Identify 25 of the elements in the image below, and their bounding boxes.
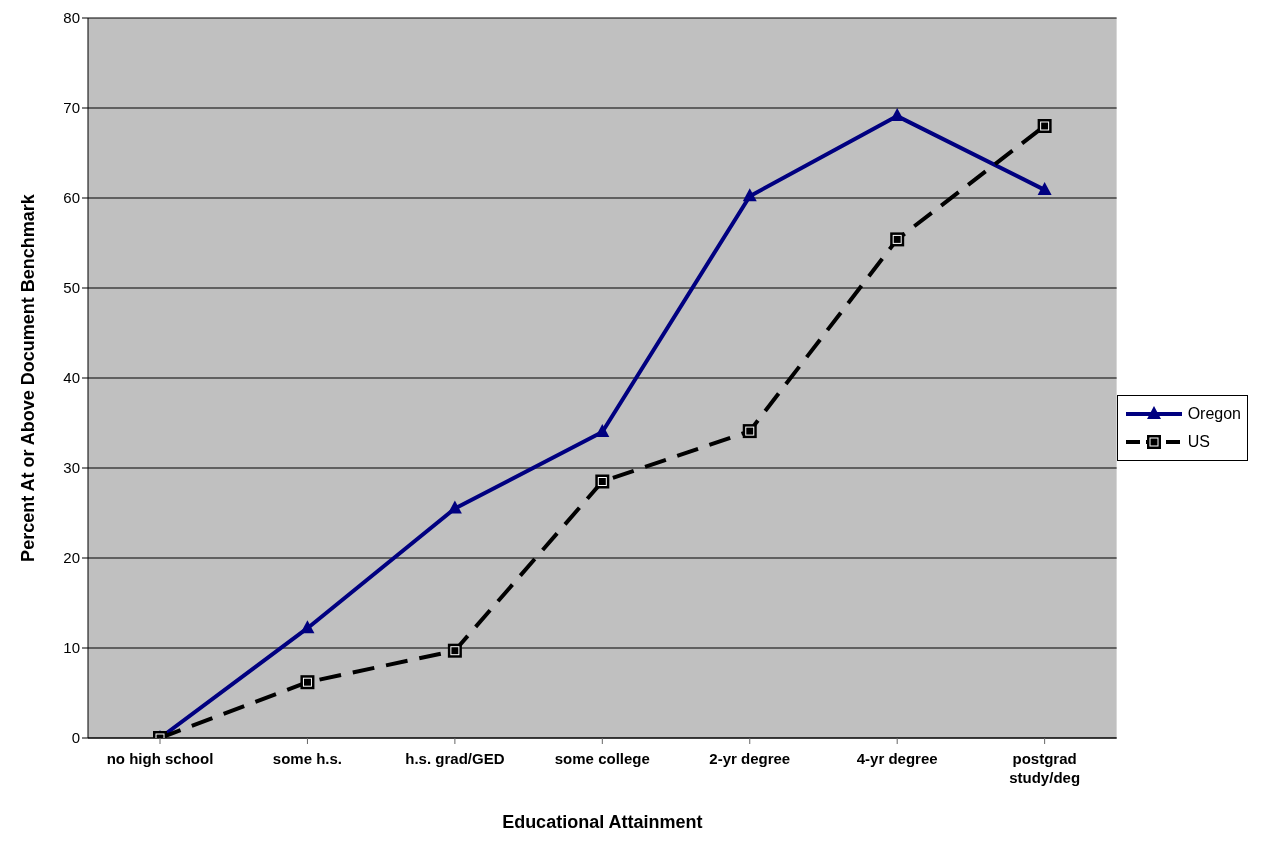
x-tick-label: no high school: [106, 750, 214, 767]
x-tick-label: postgrad study/deg: [1009, 750, 1081, 786]
point: [300, 620, 315, 634]
y-tick-label: 0: [71, 729, 80, 747]
y-tick-label: 10: [63, 639, 80, 657]
point: [595, 424, 610, 437]
y-tick-label: 30: [63, 459, 80, 477]
legend-label: Oregon: [1187, 405, 1241, 423]
y-tick-label: 50: [63, 279, 80, 297]
x-tick-label: some college: [554, 750, 650, 767]
x-tick-label: some h.s.: [272, 750, 343, 767]
y-tick-label: 20: [63, 549, 80, 567]
y-tick-label: 60: [63, 189, 80, 207]
point: [742, 188, 757, 202]
point: [447, 500, 462, 514]
x-tick-label: 2-yr degree: [709, 750, 791, 767]
legend-label: US: [1187, 433, 1210, 451]
y-axis-title: Percent At or Above Document Benchmark: [18, 193, 39, 562]
point: [1037, 181, 1052, 195]
y-tick-label: 40: [63, 369, 80, 387]
x-axis-title: Educational Attainment: [502, 812, 703, 832]
y-tick-label: 80: [63, 9, 80, 27]
x-tick-label: h.s. grad/GED: [405, 750, 505, 767]
y-tick-label: 70: [63, 99, 80, 117]
x-tick-label: 4-yr degree: [856, 750, 938, 767]
